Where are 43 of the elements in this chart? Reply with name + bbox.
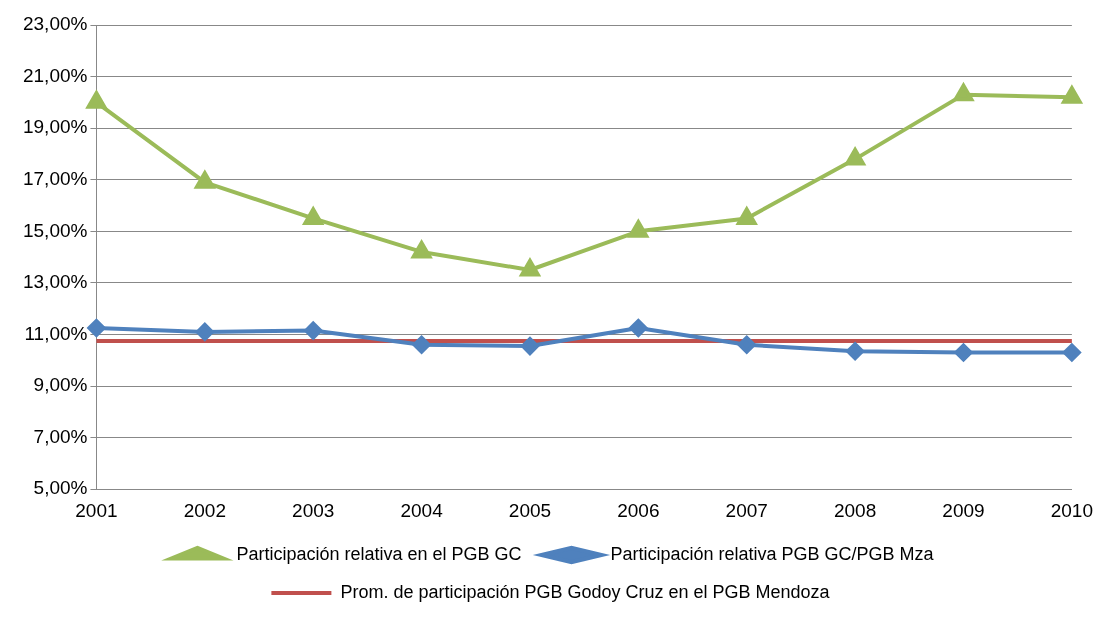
y-tick-label: 9,00%	[33, 374, 88, 396]
point	[86, 91, 107, 109]
x-tick-label: 2006	[617, 499, 660, 521]
point	[628, 220, 649, 238]
x-tick-label: 2010	[1050, 499, 1094, 521]
x-tick-label: 2001	[75, 499, 118, 521]
point	[845, 148, 865, 166]
x-tick-label: 2008	[833, 499, 877, 521]
legend-label: Participación relativa en el PGB GC	[236, 543, 522, 564]
point	[846, 342, 865, 361]
y-tick-label: 13,00%	[22, 271, 88, 293]
point	[1062, 343, 1081, 362]
point	[520, 258, 540, 277]
x-tick-label: 2005	[508, 499, 552, 521]
point	[87, 319, 106, 338]
point	[412, 335, 431, 354]
y-tick-label: 11,00%	[24, 322, 88, 344]
legend-label: Prom. de participación PGB Godoy Cruz en el PGB Mendoza	[340, 581, 831, 602]
point	[411, 240, 432, 259]
x-tick-label: 2004	[400, 499, 444, 521]
point	[304, 321, 323, 340]
y-tick-label: 23,00%	[22, 13, 88, 35]
point	[629, 319, 648, 338]
x-tick-label: 2007	[725, 499, 768, 521]
y-tick-label: 15,00%	[22, 219, 88, 241]
y-tick-label: 21,00%	[22, 64, 88, 86]
y-tick-label: 7,00%	[33, 425, 88, 447]
x-tick-label: 2009	[942, 499, 985, 521]
legend-label: Participación relativa PGB GC/PGB Mza	[610, 543, 935, 564]
point	[954, 343, 973, 362]
point	[737, 335, 756, 354]
point	[520, 337, 539, 356]
x-tick-label: 2002	[183, 499, 226, 521]
y-tick-label: 19,00%	[22, 116, 88, 138]
point	[303, 207, 323, 225]
x-tick-label: 2003	[292, 499, 335, 521]
y-tick-label: 17,00%	[22, 167, 88, 189]
point	[195, 322, 214, 341]
y-tick-label: 5,00%	[33, 477, 88, 499]
point	[953, 81, 975, 102]
point	[736, 207, 757, 225]
point	[195, 171, 215, 189]
point	[1062, 86, 1082, 104]
